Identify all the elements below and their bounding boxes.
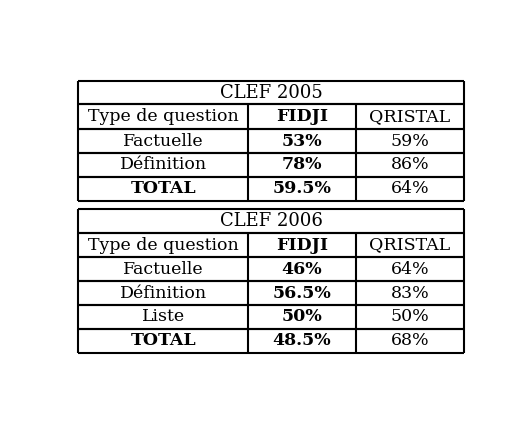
Text: TOTAL: TOTAL: [130, 332, 196, 349]
Text: 64%: 64%: [390, 261, 429, 278]
Text: 53%: 53%: [281, 133, 322, 150]
Text: 48.5%: 48.5%: [272, 332, 331, 349]
Text: Type de question: Type de question: [88, 109, 239, 125]
Text: Factuelle: Factuelle: [123, 133, 204, 150]
Text: 46%: 46%: [281, 261, 322, 278]
Text: 50%: 50%: [390, 308, 429, 326]
Text: QRISTAL: QRISTAL: [369, 109, 450, 125]
Text: TOTAL: TOTAL: [130, 180, 196, 197]
Text: 50%: 50%: [281, 308, 322, 326]
Text: Liste: Liste: [142, 308, 185, 326]
Text: FIDJI: FIDJI: [276, 236, 328, 254]
Text: Définition: Définition: [120, 284, 207, 302]
Text: 86%: 86%: [390, 157, 429, 173]
Text: 78%: 78%: [282, 157, 322, 173]
Text: Type de question: Type de question: [88, 236, 239, 254]
Text: CLEF 2006: CLEF 2006: [220, 212, 323, 230]
Text: Factuelle: Factuelle: [123, 261, 204, 278]
Text: 83%: 83%: [390, 284, 429, 302]
Text: 64%: 64%: [390, 180, 429, 197]
Text: 59.5%: 59.5%: [272, 180, 331, 197]
Text: 59%: 59%: [390, 133, 430, 150]
Text: CLEF 2005: CLEF 2005: [220, 84, 323, 102]
Text: FIDJI: FIDJI: [276, 109, 328, 125]
Text: 56.5%: 56.5%: [272, 284, 331, 302]
Text: Définition: Définition: [120, 157, 207, 173]
Text: 68%: 68%: [390, 332, 429, 349]
Text: QRISTAL: QRISTAL: [369, 236, 450, 254]
